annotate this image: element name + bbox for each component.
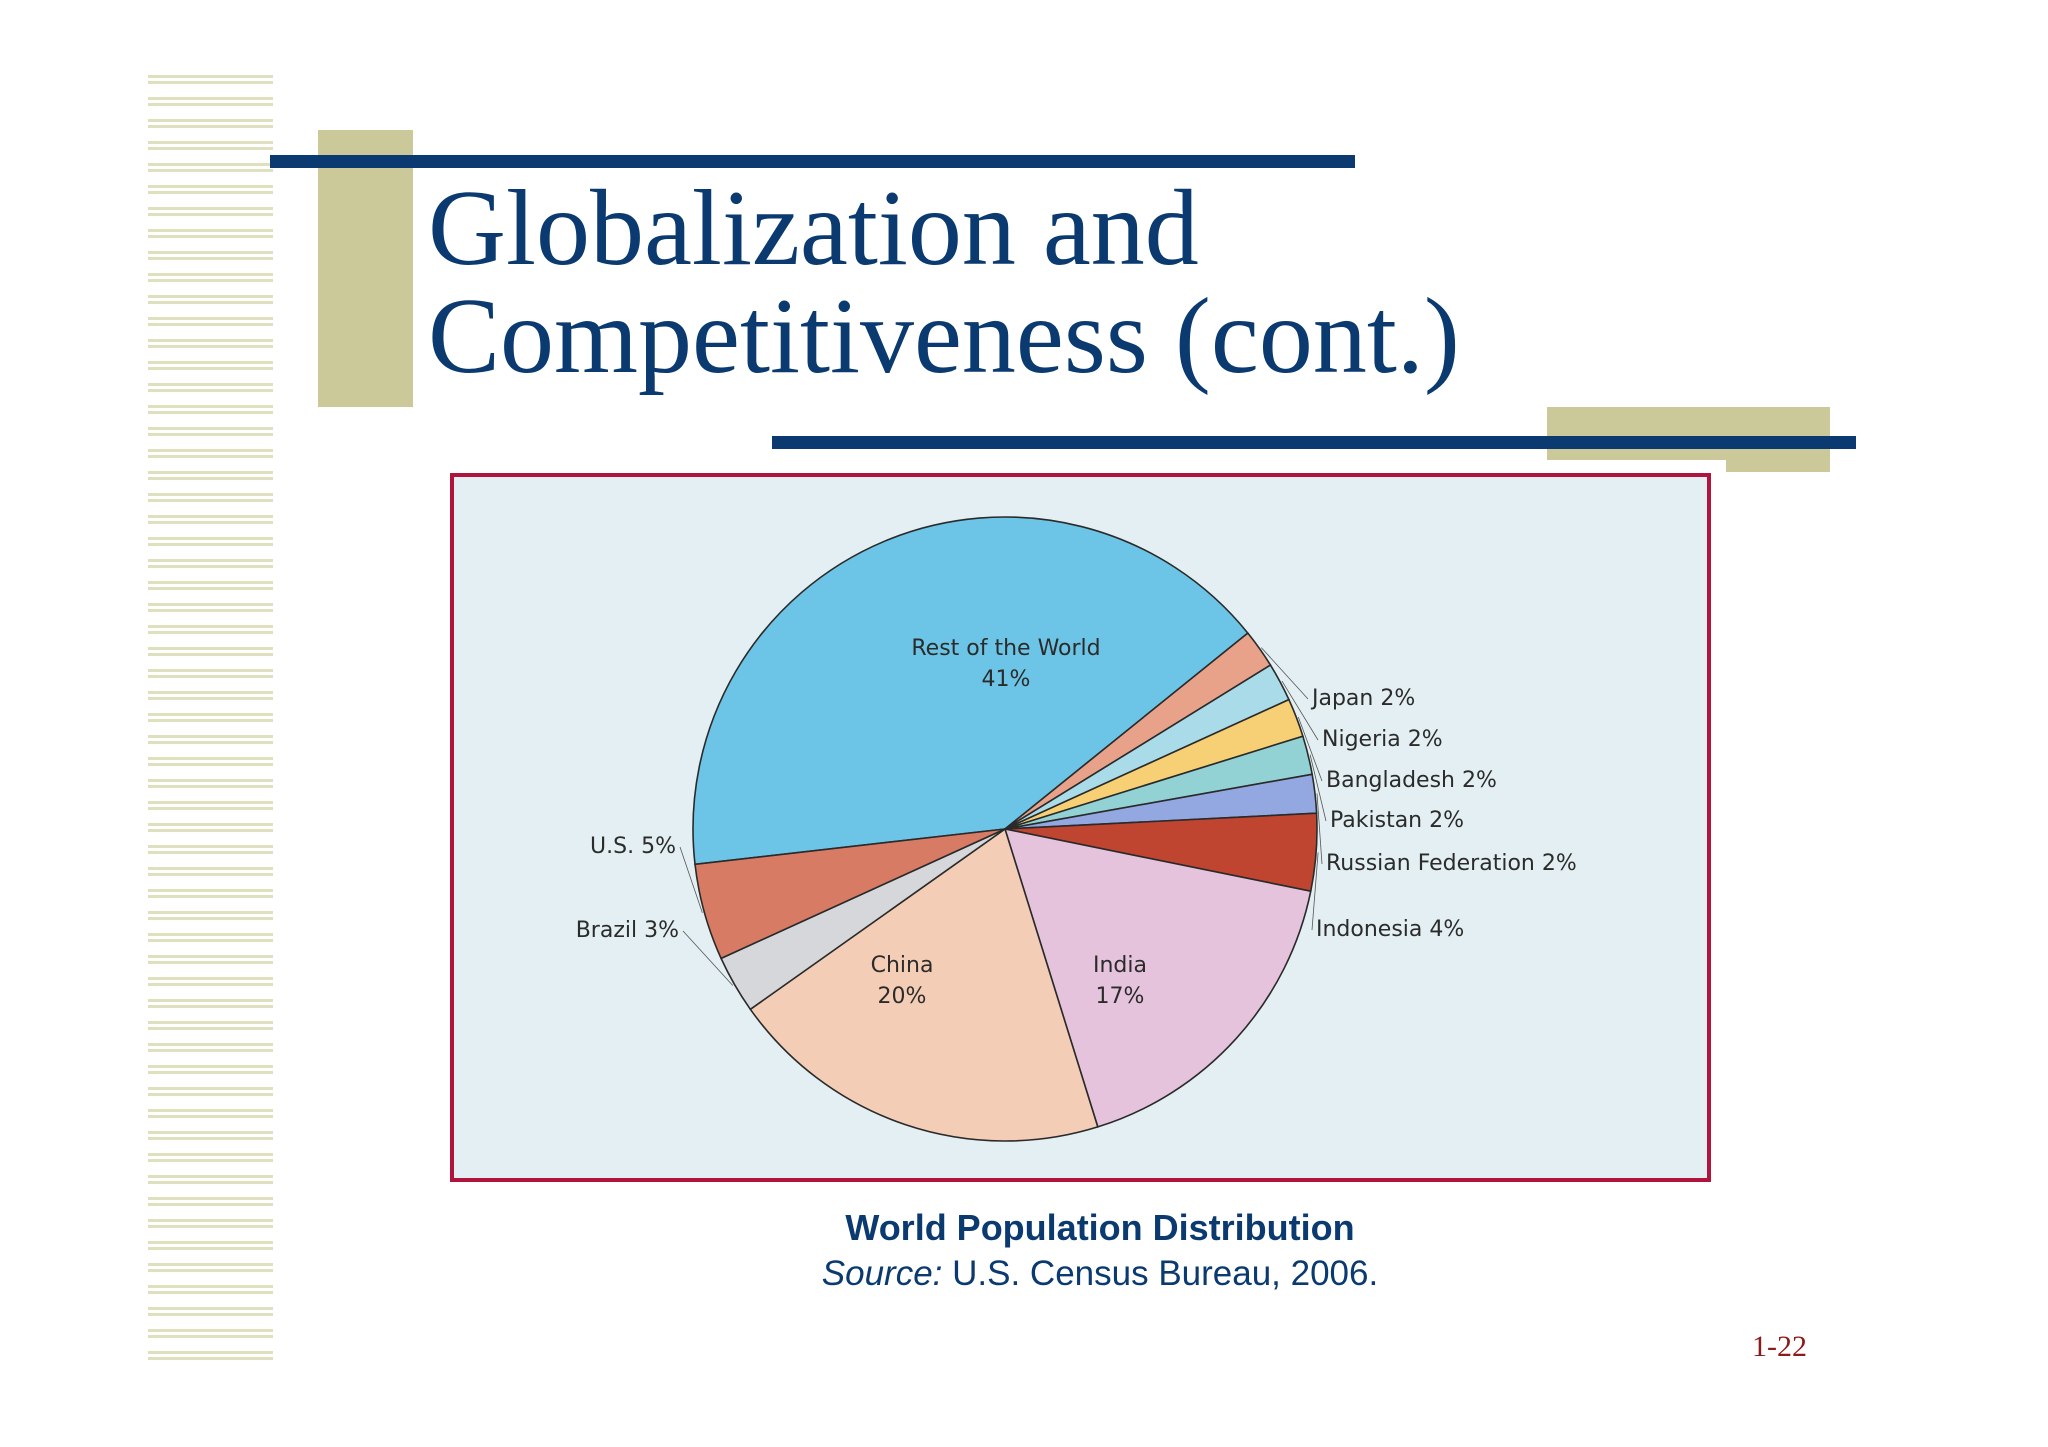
pie-value-rest-of-the-world: 41% xyxy=(982,667,1031,692)
leader-line-russian-federation xyxy=(1316,793,1323,865)
caption-title: World Population Distribution xyxy=(845,1207,1355,1248)
pie-label-japan: Japan 2% xyxy=(1310,686,1415,711)
chart-caption: World Population Distribution Source: U.… xyxy=(600,1205,1600,1297)
pie-slice-china xyxy=(749,827,1099,1142)
leader-line-indonesia xyxy=(1311,852,1319,931)
caption-source-label: Source: xyxy=(821,1254,943,1293)
leader-line-nigeria xyxy=(1281,680,1319,741)
pie-slice-rest-of-the-world xyxy=(692,516,1249,866)
caption-source-text: U.S. Census Bureau, 2006. xyxy=(942,1254,1379,1293)
slide-title: Globalization and Competitiveness (cont.… xyxy=(428,175,1628,391)
leader-line-brazil xyxy=(682,930,734,986)
pie-label-india: India xyxy=(1093,953,1147,978)
pie-label-pakistan: Pakistan 2% xyxy=(1330,808,1464,833)
leader-line-pakistan xyxy=(1309,754,1327,822)
chart-frame: Rest of the World 41% Japan 2% Nigeria 2% Ba… xyxy=(450,473,1711,1182)
pie-label-indonesia: Indonesia 4% xyxy=(1316,917,1464,942)
pie-chart: Rest of the World 41% Japan 2% Nigeria 2% Ba… xyxy=(576,516,1577,1142)
leader-line-bangladesh xyxy=(1297,716,1323,782)
title-olive-block xyxy=(318,130,413,407)
pie-label-bangladesh: Bangladesh 2% xyxy=(1326,768,1497,793)
pie-label-rest-of-the-world: Rest of the World xyxy=(911,636,1100,661)
decorative-stripes xyxy=(148,75,273,1370)
pie-label-nigeria: Nigeria 2% xyxy=(1322,727,1443,752)
pie-slices xyxy=(692,516,1318,1142)
slide-title-line-1: Globalization and xyxy=(428,169,1199,288)
pie-label-china: China xyxy=(871,953,934,978)
leader-line-u-s xyxy=(679,846,703,914)
pie-leaders xyxy=(679,647,1327,986)
pie-value-india: 17% xyxy=(1096,984,1145,1009)
pie-value-china: 20% xyxy=(878,984,927,1009)
pie-slice-india xyxy=(1003,827,1312,1128)
pie-label-brazil: Brazil 3% xyxy=(576,918,679,943)
pie-label-u-s: U.S. 5% xyxy=(590,834,676,859)
caption-source: Source: U.S. Census Bureau, 2006. xyxy=(600,1251,1600,1297)
pie-label-russian-federation: Russian Federation 2% xyxy=(1326,851,1577,876)
pie-slice-u-s xyxy=(694,828,1006,960)
slide-number: 1-22 xyxy=(1752,1330,1807,1363)
title-top-rule xyxy=(270,155,1355,168)
slide-title-line-2: Competitiveness (cont.) xyxy=(428,277,1460,396)
pie-labels: Rest of the World 41% Japan 2% Nigeria 2% Ba… xyxy=(576,636,1577,1009)
leader-line-japan xyxy=(1261,647,1309,700)
title-bottom-rule xyxy=(772,436,1856,449)
